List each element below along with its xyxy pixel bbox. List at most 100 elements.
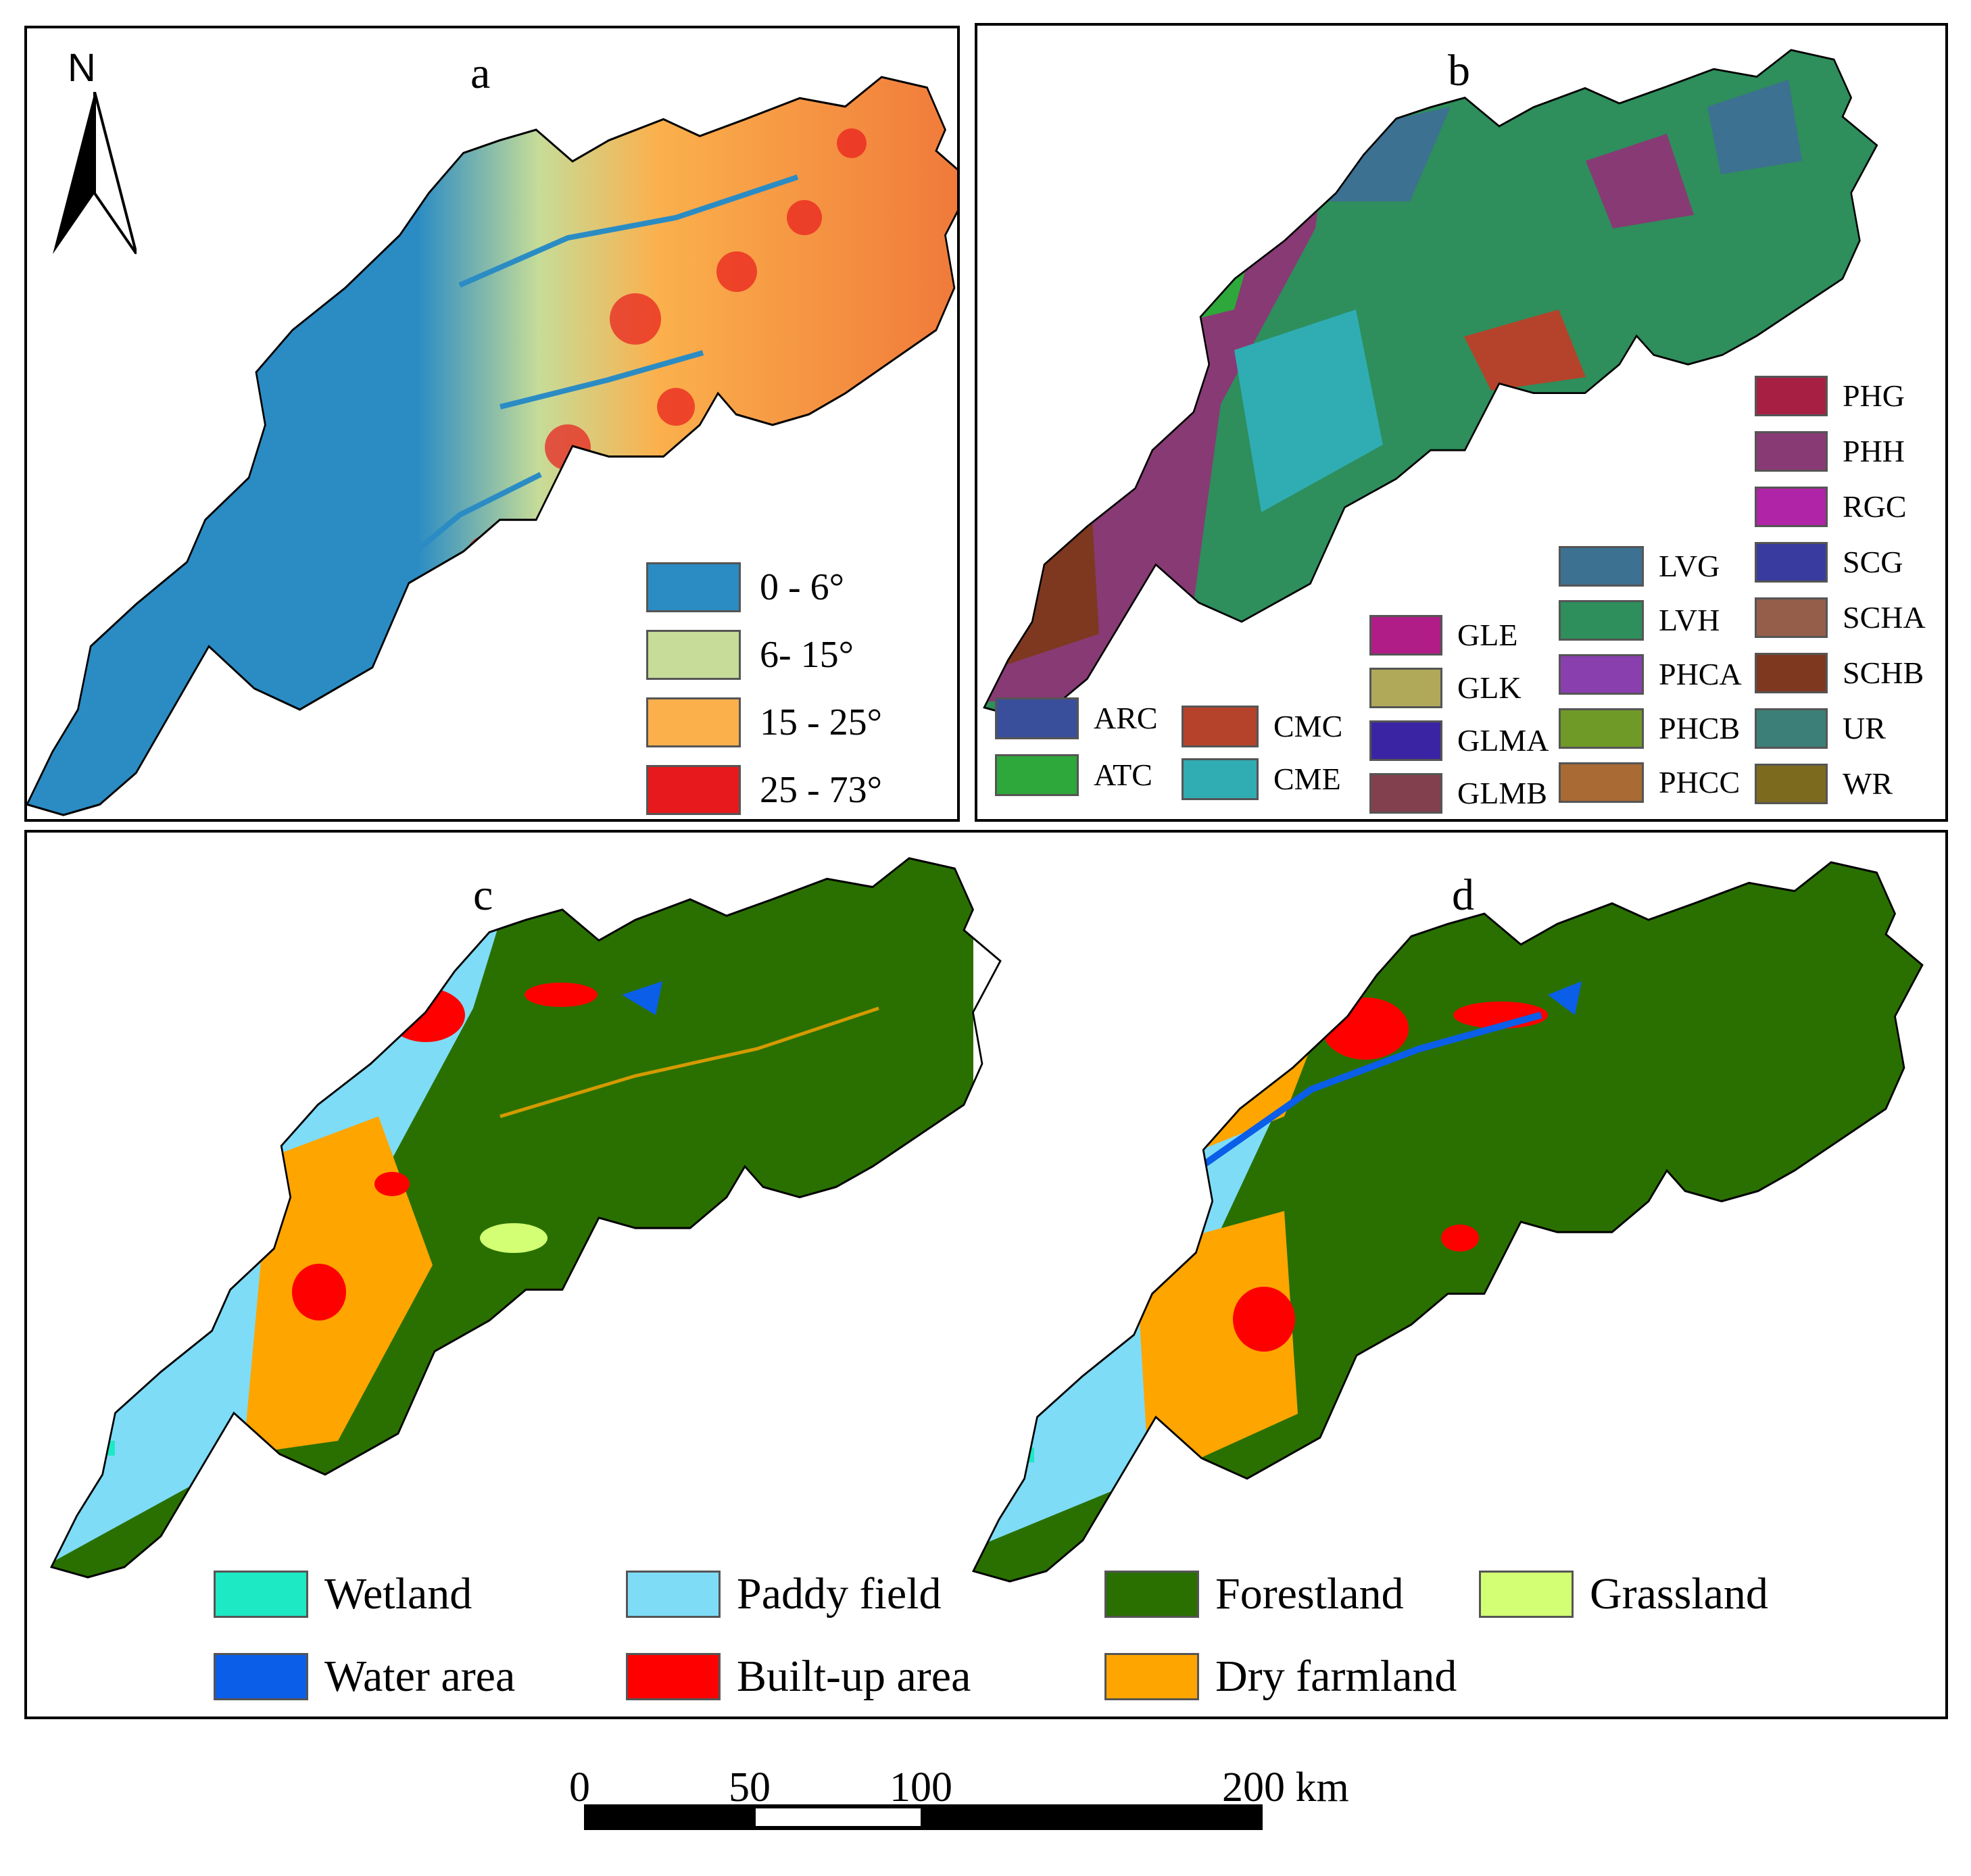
legend-item-phcc: PHCC (1559, 762, 1740, 803)
legend-label: PHCB (1659, 711, 1741, 745)
legend-label: Built-up area (737, 1652, 971, 1701)
legend-swatch (1104, 1653, 1199, 1700)
legend-label: SCHB (1843, 656, 1924, 690)
legend-item-dry-farmland: Dry farmland (1104, 1653, 1457, 1700)
legend-swatch (1755, 542, 1828, 583)
legend-label: CME (1273, 762, 1341, 796)
legend-item-schb: SCHB (1755, 653, 1924, 693)
legend-item-wetland: Wetland (214, 1571, 472, 1618)
legend-label: Wetland (324, 1569, 472, 1619)
legend-label: 15 - 25° (760, 701, 883, 743)
legend-item-wr: WR (1755, 764, 1893, 804)
legend-item-rgc: RGC (1755, 487, 1907, 527)
landuse-maps (50, 857, 1924, 1583)
legend-swatch (1755, 431, 1828, 472)
legend-item-slope-4: 25 - 73° (646, 765, 882, 815)
legend-item-lvh: LVH (1559, 600, 1720, 641)
legend-item-lvg: LVG (1559, 546, 1720, 587)
slope-map (27, 76, 957, 816)
legend-item-slope-1: 0 - 6° (646, 562, 844, 612)
legend-item-cme: CME (1182, 758, 1341, 800)
soil-map (983, 49, 1878, 718)
legend-swatch (1104, 1571, 1199, 1618)
legend-item-gle: GLE (1369, 615, 1517, 656)
scale-tick-100: 100 (890, 1764, 952, 1810)
legend-label: LVH (1659, 603, 1720, 637)
panel-a-label: a (470, 49, 491, 98)
panel-c-label: c (473, 870, 493, 920)
legend-swatch (626, 1571, 721, 1618)
legend-label: 6- 15° (760, 634, 854, 676)
legend-label: GLE (1457, 618, 1518, 652)
legend-item-cmc: CMC (1182, 706, 1342, 747)
panel-d-label: d (1452, 870, 1474, 920)
legend-item-phg: PHG (1755, 376, 1905, 416)
legend-label: Paddy field (737, 1569, 942, 1619)
legend-swatch (1369, 720, 1442, 761)
scale-tick-200km: 200 km (1222, 1764, 1349, 1810)
legend-item-forestland: Forestland (1104, 1571, 1404, 1618)
legend-swatch (1755, 487, 1828, 527)
legend-swatch (646, 697, 741, 747)
legend-swatch (1559, 762, 1644, 803)
legend-item-ur: UR (1755, 708, 1886, 749)
legend-item-scg: SCG (1755, 542, 1903, 583)
legend-item-atc: ATC (995, 754, 1152, 796)
legend-swatch (1182, 758, 1259, 800)
legend-swatch (1182, 706, 1259, 747)
scale-tick-0: 0 (569, 1764, 590, 1810)
legend-item-arc: ARC (995, 697, 1158, 739)
legend-swatch (1755, 376, 1828, 416)
legend-swatch (1559, 708, 1644, 749)
legend-label: PHG (1843, 378, 1905, 413)
legend-label: Grassland (1590, 1569, 1768, 1619)
legend-item-grassland: Grassland (1479, 1571, 1768, 1618)
legend-item-phcb: PHCB (1559, 708, 1740, 749)
legend-swatch (214, 1653, 308, 1700)
legend-label: SCHA (1843, 600, 1926, 635)
legend-item-phh: PHH (1755, 431, 1905, 472)
legend-label: 0 - 6° (760, 566, 845, 608)
legend-label: PHCC (1659, 765, 1741, 799)
legend-label: WR (1843, 766, 1893, 801)
legend-swatch (995, 754, 1079, 796)
panel-b-label: b (1448, 46, 1470, 95)
legend-label: CMC (1273, 709, 1343, 743)
legend-label: PHCA (1659, 657, 1742, 691)
panel-b-soil-map: b ARC ATC CMC CME GLE GLK GLMA GLMB LVG (975, 23, 1948, 822)
legend-swatch (1559, 546, 1644, 587)
legend-swatch (1755, 764, 1828, 804)
legend-item-glmb: GLMB (1369, 773, 1547, 814)
scale-bar (584, 1804, 1263, 1830)
legend-label: PHH (1843, 434, 1905, 468)
legend-item-slope-2: 6- 15° (646, 630, 854, 680)
legend-item-water-area: Water area (214, 1653, 515, 1700)
legend-label: RGC (1843, 489, 1907, 524)
legend-item-glma: GLMA (1369, 720, 1549, 761)
legend-label: ARC (1094, 701, 1158, 735)
legend-item-built-up-area: Built-up area (626, 1653, 971, 1700)
legend-swatch (646, 562, 741, 612)
legend-swatch (1559, 600, 1644, 641)
north-arrow-icon (53, 92, 137, 254)
north-arrow: N (53, 46, 137, 254)
panel-cd-landuse-maps: c d Wetland Paddy field Forestland Grass… (24, 830, 1948, 1719)
legend-swatch (646, 765, 741, 815)
legend-swatch (1755, 708, 1828, 749)
legend-label: Water area (324, 1652, 516, 1701)
legend-swatch (646, 630, 741, 680)
legend-label: GLK (1457, 670, 1522, 705)
legend-item-paddy-field: Paddy field (626, 1571, 941, 1618)
legend-item-scha: SCHA (1755, 597, 1926, 638)
legend-label: LVG (1659, 549, 1720, 583)
legend-label: GLMA (1457, 723, 1549, 758)
legend-swatch (1559, 654, 1644, 695)
legend-label: UR (1843, 711, 1886, 745)
legend-swatch (1369, 773, 1442, 814)
legend-item-slope-3: 15 - 25° (646, 697, 882, 747)
legend-item-phca: PHCA (1559, 654, 1742, 695)
north-label: N (68, 46, 96, 90)
legend-label: Forestland (1215, 1569, 1404, 1619)
legend-swatch (214, 1571, 308, 1618)
legend-label: SCG (1843, 545, 1903, 579)
